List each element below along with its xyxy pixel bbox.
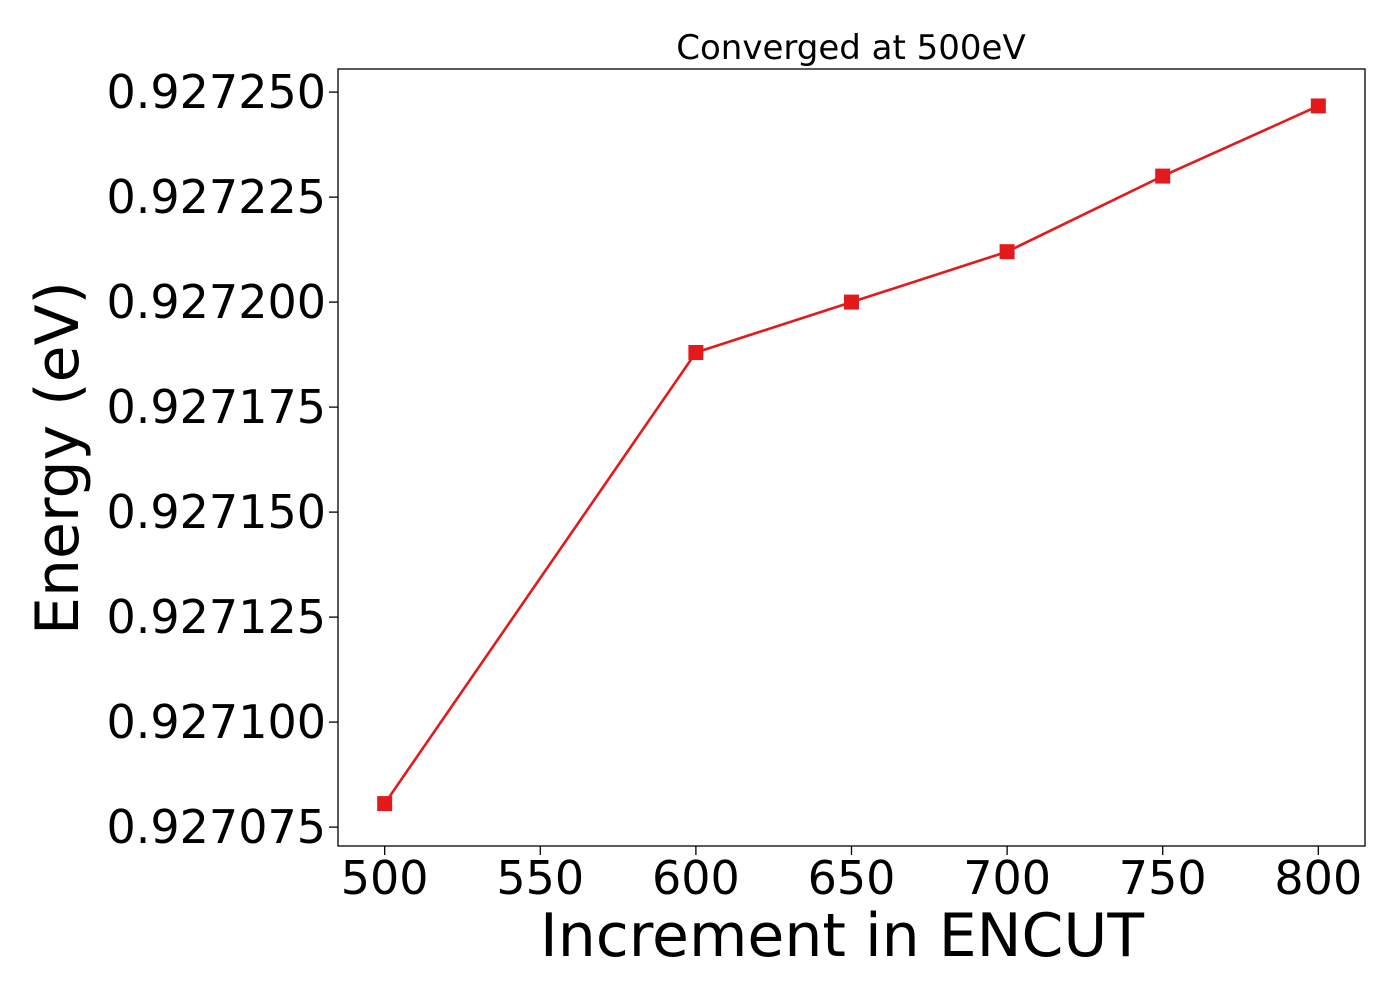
x-tick-label: 650 — [808, 851, 896, 905]
y-tick-label: 0.927125 — [107, 590, 327, 644]
y-axis: 0.927075 0.927100 0.927125 0.927150 0.927175… — [107, 65, 338, 854]
y-tick-label: 0.927100 — [107, 695, 327, 749]
y-tick-label: 0.927075 — [107, 800, 327, 854]
data-point-marker — [999, 244, 1015, 260]
data-point-marker — [1155, 168, 1171, 184]
x-tick-label: 700 — [963, 851, 1051, 905]
x-tick-label: 800 — [1274, 851, 1362, 905]
data-point-marker — [377, 796, 393, 812]
y-tick-label: 0.927250 — [107, 65, 327, 119]
x-tick-label: 550 — [496, 851, 584, 905]
y-axis-title: Energy (eV) — [23, 281, 93, 635]
y-tick-label: 0.927175 — [107, 380, 327, 434]
data-point-marker — [688, 345, 704, 360]
series-line — [383, 104, 1319, 805]
x-tick-label: 500 — [341, 851, 429, 905]
plot-area-frame — [337, 68, 1366, 847]
series-layer — [377, 98, 1326, 812]
y-tick-label: 0.927150 — [107, 485, 327, 539]
x-axis: 500 550 600 650 700 750 800 — [341, 846, 1362, 905]
data-point-marker — [1310, 98, 1326, 114]
x-axis-title: Increment in ENCUT — [540, 901, 1144, 971]
y-tick-label: 0.927225 — [107, 170, 327, 224]
x-tick-label: 600 — [652, 851, 740, 905]
y-tick-label: 0.927200 — [107, 275, 327, 329]
chart-title: Converged at 500eV — [676, 28, 1025, 68]
data-point-marker — [844, 294, 859, 310]
x-tick-label: 750 — [1119, 851, 1207, 905]
